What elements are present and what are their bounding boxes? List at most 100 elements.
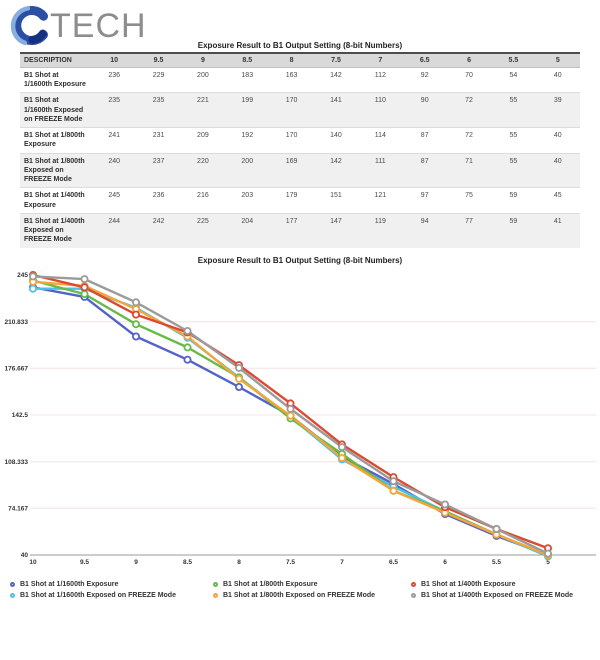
table-row: B1 Shot at 1/800th Exposure 241 231 209 192 1… (20, 127, 580, 154)
y-tick-label: 108.333 (5, 458, 29, 465)
table-cell: 204 (241, 217, 254, 225)
ctech-logo: TECH (8, 3, 147, 49)
x-tick-label: 7.5 (286, 559, 295, 566)
column-header: 5 (555, 57, 560, 64)
description-column-header: DESCRIPTION (24, 57, 72, 64)
table-cell: 241 (108, 132, 121, 140)
table-cell: 199 (241, 97, 254, 105)
table-cell: 236 (108, 72, 121, 79)
legend-column: B1 Shot at 1/800th Exposure B1 Shot at 1/… (213, 581, 411, 603)
column-header: 8.5 (242, 57, 253, 64)
table-cell: 119 (374, 217, 386, 225)
table-header-row: DESCRIPTION 10 9.5 9 8.5 8 7.5 7 6.5 6 5.5 5 (20, 53, 580, 68)
column-header: 6 (467, 57, 471, 64)
legend-column: B1 Shot at 1/400th Exposure B1 Shot at 1/… (411, 581, 573, 603)
table-cell: 92 (420, 72, 429, 79)
table-cell: 141 (330, 97, 342, 105)
table-row: B1 Shot at 1/1600th Exposed on FREEZE Mo… (20, 92, 580, 128)
legend-item: B1 Shot at 1/400th Exposed on FREEZE Mod… (411, 592, 573, 599)
column-header: 9 (200, 57, 205, 64)
table-cell: 177 (285, 217, 298, 225)
table-cell: 94 (420, 217, 429, 225)
chart-section: Exposure Result to B1 Output Setting (8-… (0, 256, 600, 603)
y-tick-label: 40 (21, 552, 29, 559)
data-point (492, 524, 501, 533)
x-tick-label: 5 (546, 559, 550, 566)
x-tick-label: 9 (134, 559, 138, 566)
legend-label: B1 Shot at 1/1600th Exposure (20, 580, 119, 588)
legend-column: B1 Shot at 1/1600th Exposure B1 Shot at 1… (10, 581, 213, 603)
table-cell: 183 (241, 72, 254, 79)
legend-label: B1 Shot at 1/800th Exposure (223, 580, 318, 588)
column-header: 8 (289, 57, 294, 64)
row-label: B1 Shot at 1/800th Exposure (24, 132, 85, 149)
table-cell: 163 (285, 72, 298, 79)
y-tick-label: 74.167 (8, 505, 28, 512)
table-row: B1 Shot at 1/800th Exposed on FREEZE Mod… (20, 153, 580, 188)
legend-marker-icon (213, 581, 218, 587)
column-header: 9.5 (153, 57, 164, 64)
table-cell: 236 (152, 192, 165, 200)
column-header: 10 (110, 57, 119, 64)
table-cell: 244 (108, 217, 121, 225)
data-point (131, 332, 140, 341)
table-cell: 55 (509, 97, 518, 105)
x-tick-label: 8.5 (183, 559, 192, 566)
table-cell: 45 (553, 192, 562, 200)
table-cell: 237 (152, 157, 165, 165)
table-cell: 229 (152, 72, 165, 79)
legend-item: B1 Shot at 1/1600th Exposure (10, 581, 213, 588)
table-cell: 40 (553, 157, 562, 165)
table-cell: 216 (197, 192, 209, 200)
legend-item: B1 Shot at 1/1600th Exposed on FREEZE Mo… (10, 592, 213, 599)
data-point (131, 310, 140, 319)
table-cell: 59 (509, 217, 518, 225)
table-cell: 220 (197, 157, 209, 165)
table-cell: 242 (152, 217, 165, 225)
x-tick-label: 9.5 (80, 559, 89, 566)
ctech-logo-text: TECH (50, 7, 147, 45)
table-cell: 200 (241, 157, 254, 165)
data-point (183, 326, 192, 335)
data-point (389, 476, 398, 485)
legend-marker-icon (411, 592, 416, 598)
table-cell: 87 (420, 157, 429, 165)
table-cell: 170 (285, 97, 298, 105)
table-cell: 245 (108, 192, 121, 200)
data-point (440, 500, 449, 509)
table-row: B1 Shot at 1/400th Exposure 245 236 216 203 1… (20, 187, 580, 214)
data-point (183, 342, 192, 351)
legend-item: B1 Shot at 1/800th Exposed on FREEZE Mod… (213, 592, 411, 599)
x-tick-label: 8 (237, 559, 241, 566)
table-row: B1 Shot at 1/400th Exposed on FREEZE Mod… (20, 213, 580, 248)
table-cell: 151 (330, 192, 342, 200)
table-cell: 40 (553, 132, 562, 140)
table-cell: 112 (374, 72, 386, 79)
table-cell: 142 (330, 72, 342, 79)
chart-title: Exposure Result to B1 Output Setting (8-… (197, 255, 403, 265)
table-cell: 114 (374, 132, 386, 140)
data-point (286, 411, 295, 420)
column-header: 5.5 (508, 57, 519, 64)
table-cell: 179 (285, 192, 298, 200)
data-point (544, 549, 553, 558)
table-cell: 59 (509, 192, 518, 200)
legend-marker-icon (213, 592, 218, 598)
data-point (80, 289, 89, 298)
table-cell: 121 (374, 192, 387, 200)
table-cell: 200 (197, 72, 209, 79)
table-cell: 72 (465, 97, 473, 105)
table-cell: 203 (241, 192, 254, 200)
table-cell: 77 (465, 217, 473, 225)
column-header: 6.5 (419, 57, 430, 64)
legend-item: B1 Shot at 1/400th Exposure (411, 581, 573, 588)
table-cell: 235 (152, 97, 165, 105)
data-point (28, 271, 37, 280)
data-point (389, 486, 398, 495)
exposure-table: DESCRIPTION 10 9.5 9 8.5 8 7.5 7 6.5 6 5.5 5 B1 Sh… (20, 52, 580, 248)
data-point (183, 355, 192, 364)
table-cell: 110 (374, 97, 386, 105)
table-cell: 192 (241, 132, 254, 140)
column-header: 7.5 (331, 57, 341, 64)
